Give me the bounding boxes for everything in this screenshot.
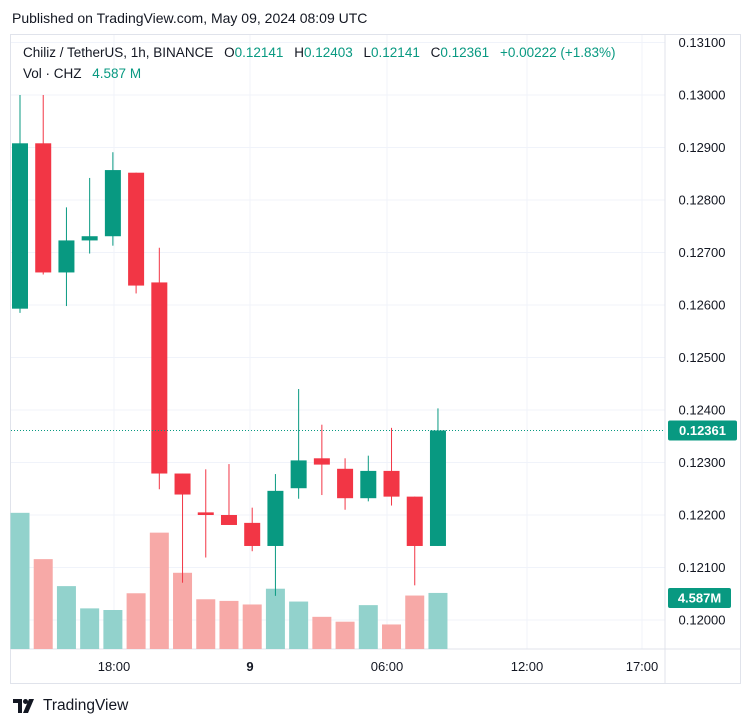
candle-body — [429, 430, 446, 546]
x-tick-label: 17:00 — [626, 659, 659, 674]
candle-body — [128, 172, 145, 286]
last-price-tag — [668, 420, 737, 441]
volume-bar — [358, 605, 378, 649]
volume-bar — [103, 610, 123, 649]
candle-body — [81, 236, 98, 241]
volume-bar — [33, 559, 53, 649]
volume-bar — [242, 604, 262, 649]
legend-low-label: L — [363, 45, 372, 60]
candle-body — [174, 473, 191, 495]
y-tick-label: 0.13000 — [679, 88, 726, 103]
volume-bar — [219, 600, 239, 649]
candle-body — [35, 143, 52, 273]
volume-bar — [265, 588, 285, 649]
legend-symbol: Chiliz / TetherUS, 1h, BINANCE — [23, 45, 214, 60]
legend-open-value: 0.12141 — [234, 45, 284, 60]
volume-layer — [10, 512, 448, 649]
legend-volume-value: 4.587 M — [92, 66, 142, 81]
y-tick-label: 0.12600 — [679, 298, 726, 313]
chart-frame[interactable] — [10, 34, 741, 684]
last-volume-tag-text: 4.587M — [678, 591, 721, 606]
candle-body — [12, 143, 28, 309]
y-tick-label: 0.12300 — [679, 455, 726, 470]
y-tick-label: 0.12200 — [679, 508, 726, 523]
volume-bar — [126, 593, 146, 649]
volume-bar — [312, 616, 332, 649]
last-price-tag-text: 0.12361 — [679, 423, 726, 438]
x-tick-label: 06:00 — [371, 659, 404, 674]
x-tick-label: 18:00 — [98, 659, 131, 674]
legend-high-value: 0.12403 — [303, 45, 353, 60]
volume-bar — [335, 621, 355, 649]
y-tick-label: 0.12900 — [679, 140, 726, 155]
candle-layer — [12, 95, 446, 596]
candle-body — [290, 460, 307, 489]
y-tick-label: 0.12800 — [679, 193, 726, 208]
y-tick-label: 0.12100 — [679, 560, 726, 575]
y-tick-label: 0.12000 — [679, 613, 726, 628]
legend-volume-label: Vol · CHZ — [23, 66, 82, 81]
legend-symbol-row: Chiliz / TetherUS, 1h, BINANCE O0.12141 … — [23, 45, 616, 60]
candle-body — [151, 282, 168, 474]
legend-close-label: C — [430, 45, 441, 60]
overlay-layer: 0.12361 4.587M — [11, 420, 737, 608]
grid-layer — [11, 35, 740, 684]
y-tick-label: 0.12500 — [679, 350, 726, 365]
volume-bar — [289, 601, 309, 649]
legend-volume-row: Vol · CHZ 4.587 M — [23, 66, 141, 81]
candle-body — [337, 468, 354, 499]
last-volume-tag — [668, 588, 731, 608]
candle-body — [220, 515, 237, 525]
candle-body — [360, 470, 377, 499]
tradingview-logo[interactable]: TradingView — [13, 697, 128, 715]
legend-change: +0.00222 (+1.83%) — [499, 45, 616, 60]
x-tick-label: 12:00 — [511, 659, 544, 674]
legend-high-label: H — [294, 45, 304, 60]
volume-bar — [405, 595, 425, 649]
y-tick-label: 0.12700 — [679, 245, 726, 260]
y-tick-label: 0.13100 — [679, 35, 726, 50]
legend-close-value: 0.12361 — [440, 45, 490, 60]
y-axis: 0.13100 0.13000 0.12900 0.12800 0.12700 0.126… — [679, 35, 726, 628]
candle-body — [313, 458, 330, 465]
x-tick-label: 9 — [246, 659, 253, 674]
published-caption: Published on TradingView.com, May 09, 20… — [12, 10, 368, 26]
volume-bar — [149, 532, 169, 649]
candle-body — [197, 512, 214, 515]
y-tick-label: 0.12400 — [679, 403, 726, 418]
candle-body — [267, 490, 284, 546]
candle-body — [406, 496, 423, 546]
legend-open-label: O — [224, 45, 235, 60]
volume-bar — [10, 512, 30, 649]
volume-bar — [173, 572, 193, 649]
candle-body — [244, 522, 261, 546]
brand-name: TradingView — [43, 697, 129, 714]
volume-bar — [56, 586, 76, 649]
x-axis: 18:00 9 06:00 12:00 17:00 — [98, 659, 659, 674]
candle-body — [104, 170, 121, 237]
volume-bar — [428, 592, 448, 649]
volume-bar — [382, 624, 402, 649]
volume-bar — [196, 599, 216, 649]
candle-body — [58, 240, 75, 273]
volume-bar — [80, 608, 100, 649]
candle-body — [383, 470, 400, 497]
legend-low-value: 0.12141 — [371, 45, 420, 60]
tradingview-logo-icon — [13, 699, 34, 713]
